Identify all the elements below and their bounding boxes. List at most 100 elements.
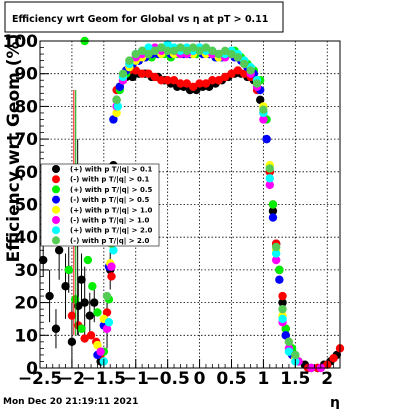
data-point (163, 76, 172, 85)
x-tick-label: 2 (321, 369, 333, 389)
y-tick-label: 90 (14, 65, 38, 85)
data-point (271, 242, 281, 252)
data-point (109, 115, 118, 124)
data-point (144, 69, 153, 78)
data-point (157, 76, 166, 85)
data-point (64, 265, 73, 275)
data-point (163, 40, 172, 49)
data-point (144, 49, 153, 59)
data-point (128, 72, 137, 82)
y-tick-label: 50 (14, 196, 38, 216)
legend-frame (40, 163, 160, 247)
data-point (54, 246, 64, 255)
data-point (201, 79, 211, 88)
data-point (268, 206, 278, 216)
legend: (+) with p T/|q| > 0.1(-) with p T/|q| >… (40, 163, 160, 247)
legend-marker (52, 195, 60, 204)
data-point (131, 49, 140, 59)
data-point (83, 255, 93, 265)
legend-label: (-) with p T/|q| > 0.1 (70, 176, 150, 185)
data-point (227, 49, 236, 59)
data-point (112, 95, 121, 105)
x-tick-labels: −2.5−2−1.5−1−0.5 0 0.5 1 1.5 2 (18, 369, 333, 389)
data-point (176, 79, 185, 88)
y-tick-label: 80 (14, 97, 38, 117)
data-point (150, 46, 160, 56)
data-point (188, 82, 198, 91)
data-point (268, 200, 278, 209)
data-point (77, 324, 86, 333)
data-point (281, 324, 290, 333)
data-point (104, 318, 114, 327)
data-point (93, 340, 102, 350)
data-point (90, 298, 99, 307)
x-tick-label: 1 (257, 369, 269, 389)
data-point (208, 46, 217, 56)
data-point (233, 53, 243, 62)
data-point (38, 255, 48, 265)
data-point (281, 331, 290, 340)
data-point (163, 46, 172, 56)
axis-ticks (39, 40, 341, 369)
data-point (214, 76, 223, 85)
data-point (169, 76, 179, 85)
y-tick-label: 20 (14, 294, 38, 314)
data-point (102, 291, 112, 301)
data-point (96, 347, 105, 356)
data-point (265, 164, 274, 173)
legend-label: (+) with p T/|q| > 1.0 (70, 206, 153, 215)
data-point (150, 72, 160, 82)
data-point (233, 66, 243, 75)
data-point (259, 105, 268, 114)
legend-label: (-) with p T/|q| > 1.0 (70, 217, 150, 226)
data-point (169, 46, 179, 56)
data-point (278, 291, 287, 301)
legend-label: (-) with p T/|q| > 2.0 (70, 237, 150, 246)
data-point (275, 265, 284, 275)
data-point (259, 115, 268, 124)
data-point (125, 56, 134, 65)
data-point (137, 69, 147, 78)
y-axis-title: Efficiency wrt Geom (%) (4, 34, 24, 263)
legend-marker (52, 205, 60, 214)
x-axis-title: η (330, 395, 340, 409)
chart-title-box: Efficiency wrt Geom for Global vs η at p… (4, 1, 284, 33)
data-point (329, 353, 338, 363)
data-point (93, 308, 102, 317)
data-point (61, 282, 70, 291)
data-point (284, 337, 294, 347)
legend-marker (52, 226, 60, 235)
data-point (268, 213, 278, 222)
data-point (265, 180, 274, 190)
data-point (271, 255, 281, 265)
data-point (227, 69, 236, 78)
data-point (291, 350, 300, 360)
data-point (113, 102, 123, 111)
data-point (214, 49, 223, 59)
x-tick-label: −1 (123, 369, 149, 389)
data-point (67, 311, 77, 320)
data-point (176, 43, 185, 52)
data-point (262, 134, 271, 144)
data-point (107, 262, 116, 271)
data-point (131, 66, 140, 75)
legend-label: (+) with p T/|q| > 0.1 (70, 166, 153, 175)
data-point (208, 76, 217, 85)
y-tick-label: 100 (3, 32, 39, 52)
data-point (109, 246, 118, 255)
x-tick-label: −1.5 (82, 369, 126, 389)
data-point (144, 43, 153, 52)
x-tick-label: 0 (194, 369, 206, 389)
legend-marker (52, 165, 60, 173)
data-point (265, 174, 274, 183)
y-tick-label: 60 (14, 163, 38, 183)
x-tick-label: −2.5 (18, 369, 62, 389)
data-point (102, 308, 112, 317)
y-tick-labels: 0 10 20 30 40 50 60 70 80 90 100 (3, 32, 39, 379)
data-point (252, 79, 262, 88)
data-point (220, 46, 230, 56)
legend-marker (52, 216, 60, 224)
data-point (284, 347, 294, 356)
legend-label: (+) with p T/|q| > 0.5 (70, 186, 153, 195)
